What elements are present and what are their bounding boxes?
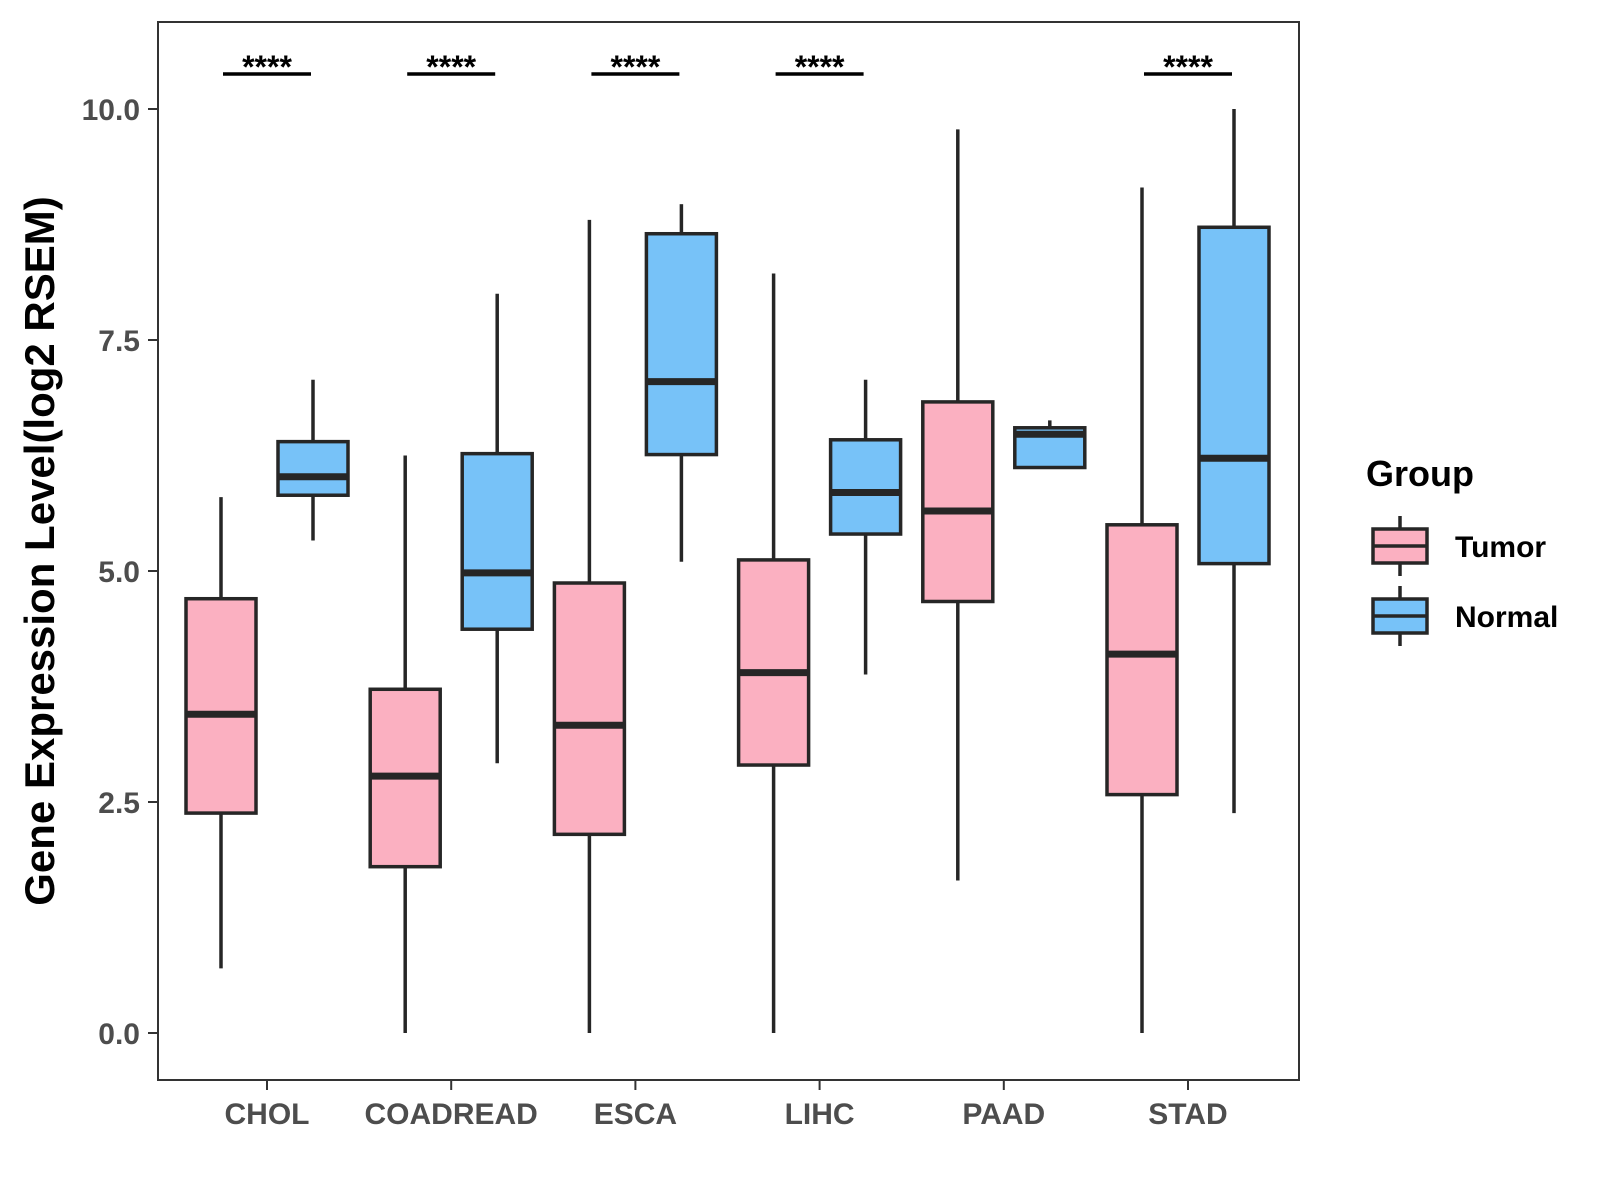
- box-tumor-esca: [552, 219, 627, 1033]
- box-body: [644, 231, 719, 457]
- significance-label: ****: [242, 49, 292, 85]
- y-tick-label: 5.0: [98, 556, 140, 589]
- box-body: [184, 596, 258, 815]
- box-body: [828, 438, 903, 536]
- x-axis: CHOL COADREAD ESCA LIHC PAAD STAD: [225, 1080, 1228, 1131]
- x-tick-label: CHOL: [225, 1098, 310, 1131]
- box-normal-paad: [1013, 420, 1087, 470]
- significance-stad: ****: [1144, 49, 1232, 85]
- x-tick-label: COADREAD: [365, 1098, 538, 1131]
- significance-coadread: ****: [407, 49, 496, 85]
- box-normal-chol: [276, 379, 350, 541]
- significance-esca: ****: [591, 49, 680, 85]
- x-tick-label: PAAD: [962, 1098, 1045, 1131]
- legend-label: Tumor: [1455, 531, 1546, 564]
- box-body: [921, 400, 995, 604]
- x-tick-label: STAD: [1148, 1098, 1227, 1131]
- y-tick-label: 0.0: [98, 1018, 140, 1051]
- box-body: [552, 581, 627, 837]
- x-tick-label: LIHC: [785, 1098, 855, 1131]
- y-tick-label: 2.5: [98, 787, 140, 820]
- significance-annotations: **** **** **** **** ****: [223, 49, 1232, 85]
- box-tumor-paad: [921, 129, 995, 881]
- significance-label: ****: [795, 49, 845, 85]
- box-body: [460, 451, 534, 631]
- significance-label: ****: [426, 49, 476, 85]
- box-normal-esca: [644, 204, 719, 562]
- x-tick-label: ESCA: [594, 1098, 677, 1131]
- legend-title: Group: [1366, 453, 1474, 494]
- box-tumor-coadread: [368, 455, 442, 1033]
- significance-label: ****: [1163, 49, 1213, 85]
- significance-label: ****: [610, 49, 660, 85]
- box-tumor-lihc: [736, 273, 811, 1033]
- box-body: [736, 558, 811, 767]
- box-body: [1197, 225, 1271, 566]
- legend-item-tumor: Tumor: [1371, 516, 1546, 576]
- box-normal-lihc: [828, 379, 903, 675]
- box-tumor-stad: [1105, 187, 1179, 1033]
- box-tumor-chol: [184, 497, 258, 969]
- y-tick-label: 10.0: [82, 94, 140, 127]
- box-series: [184, 109, 1271, 1033]
- y-axis-title: Gene Expression Level(log2 RSEM): [16, 196, 63, 906]
- significance-lihc: ****: [775, 49, 864, 85]
- legend-label: Normal: [1455, 601, 1558, 634]
- box-body: [1105, 523, 1179, 797]
- y-tick-label: 7.5: [98, 325, 140, 358]
- box-body: [276, 439, 350, 497]
- box-normal-coadread: [460, 293, 534, 764]
- box-normal-stad: [1197, 109, 1271, 814]
- legend-item-normal: Normal: [1371, 586, 1558, 646]
- significance-chol: ****: [223, 49, 311, 85]
- legend: Group Tumor Normal: [1366, 453, 1558, 646]
- y-axis: 0.0 2.5 5.0 7.5 10.0: [82, 94, 158, 1051]
